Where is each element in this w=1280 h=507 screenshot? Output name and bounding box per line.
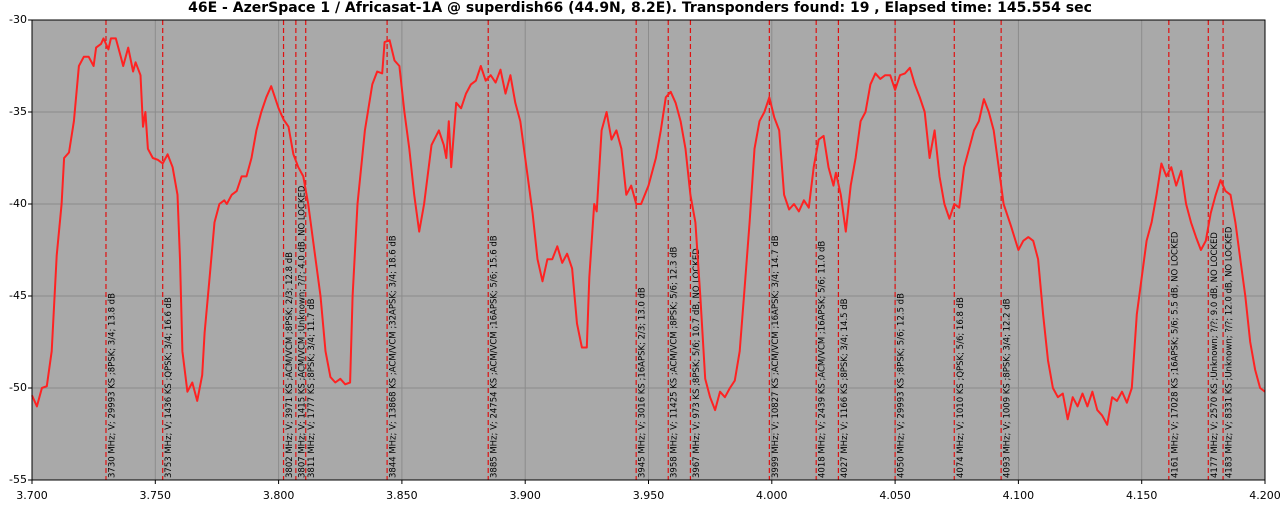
transponder-label: 4018 MHz; V; 2439 KS ;ACM/VCM ;16APSK; 5… <box>818 241 828 478</box>
transponder-label: 4177 MHz; V; 2570 KS ;Unknown; ?/?; 9.0 … <box>1210 232 1220 478</box>
transponder-label: 4161 MHz; V; 17028 KS ;16APSK; 5/6; 5.5 … <box>1170 231 1180 478</box>
transponder-label: 3958 MHz; V; 11425 KS ;ACM/VCM ;8PSK; 5/… <box>670 246 680 478</box>
y-tick-label: -40 <box>9 197 27 210</box>
x-tick-label: 4.050 <box>879 489 911 502</box>
transponder-label: 3802 MHz; V; 3971 KS ;ACM/VCM ;8PSK; 2/3… <box>285 252 295 478</box>
y-tick-label: -45 <box>9 289 27 302</box>
x-tick-label: 4.200 <box>1249 489 1280 502</box>
transponder-label: 3885 MHz; V; 24754 KS ;ACM/VCM ;16APSK; … <box>490 235 500 478</box>
x-tick-label: 4.150 <box>1126 489 1158 502</box>
x-tick-label: 3.950 <box>633 489 665 502</box>
x-tick-label: 3.900 <box>509 489 541 502</box>
transponder-label: 3811 MHz; V; 1777 KS ;8PSK; 3/4; 11.7 dB <box>307 298 317 478</box>
transponder-label: 3844 MHz; V; 13868 KS ;ACM/VCM ;32APSK; … <box>389 235 399 478</box>
transponder-label: 4183 MHz; V; 8331 KS ;Unknown; ?/?; 12.0… <box>1225 226 1235 478</box>
transponder-label: 3945 MHz; V; 3016 KS ;16APSK; 2/3; 13.0 … <box>638 287 648 478</box>
y-tick-label: -30 <box>9 13 27 26</box>
plot-border <box>31 19 1266 481</box>
transponder-label: 4093 MHz; V; 1009 KS ;8PSK; 3/4; 12.2 dB <box>1003 298 1013 478</box>
y-tick-label: -50 <box>9 381 27 394</box>
y-tick-label: -35 <box>9 105 27 118</box>
transponder-label: 4050 MHz; V; 29993 KS ;8PSK; 5/6; 12.5 d… <box>897 293 907 478</box>
y-tick-label: -55 <box>9 473 27 486</box>
transponder-label: 3807 MHz; V; 1415 KS ;ACM/VCM ;Unknown; … <box>297 185 307 478</box>
x-tick-label: 3.800 <box>263 489 295 502</box>
transponder-label: 3999 MHz; V; 10827 KS ;ACM/VCM ;16APSK; … <box>771 235 781 478</box>
transponder-label: 3730 MHz; V; 29993 KS ;8PSK; 3/4; 13.8 d… <box>107 293 117 478</box>
x-tick-label: 4.000 <box>756 489 788 502</box>
chart-title: 46E - AzerSpace 1 / Africasat-1A @ super… <box>188 0 1092 16</box>
x-tick-label: 3.850 <box>386 489 418 502</box>
transponder-label: 4027 MHz; V; 1166 KS ;8PSK; 3/4; 14.5 dB <box>840 298 850 478</box>
x-tick-label: 4.100 <box>1003 489 1035 502</box>
transponder-label: 3967 MHz; V; 973 KS ;8PSK; 5/6; 10.7 dB,… <box>692 248 702 478</box>
transponder-label: 3753 MHz; V; 1436 KS ;QPSK; 3/4; 16.6 dB <box>164 297 174 478</box>
x-tick-label: 3.700 <box>16 489 48 502</box>
spectrum-line <box>31 37 1266 426</box>
transponder-label: 4074 MHz; V; 1010 KS ;QPSK; 5/6; 16.8 dB <box>956 297 966 478</box>
x-tick-label: 3.750 <box>140 489 172 502</box>
